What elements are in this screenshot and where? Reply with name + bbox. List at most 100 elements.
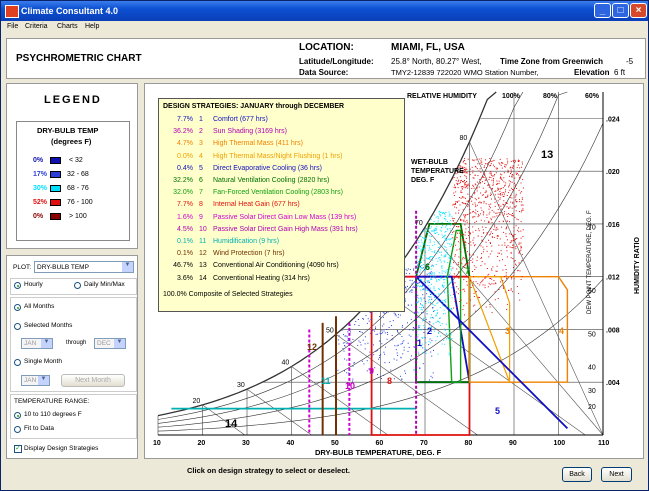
chevron-down-icon: ▼ xyxy=(41,339,52,348)
hourly-data-point xyxy=(509,167,511,169)
from-month-select[interactable]: JAN ▼ xyxy=(21,338,53,349)
strategy-row[interactable]: 32.0% 7 Fan-Forced Ventilation Cooling (28… xyxy=(159,189,399,200)
hourly-data-point xyxy=(512,174,514,176)
hourly-data-point xyxy=(516,201,518,202)
hourly-data-point xyxy=(477,296,479,298)
hourly-data-point xyxy=(518,160,520,162)
strategy-row[interactable]: 36.2% 2 Sun Shading (3169 hrs) xyxy=(159,128,399,139)
strategy-row[interactable]: 0.1% 12 Wind Protection (7 hrs) xyxy=(159,250,399,261)
next-button[interactable]: Next xyxy=(601,467,632,482)
hourly-data-point xyxy=(457,271,459,273)
hourly-data-point xyxy=(466,177,468,179)
hourly-data-point xyxy=(463,219,465,221)
hourly-data-point xyxy=(497,235,499,236)
hourly-data-point xyxy=(504,184,506,186)
strategy-pct: 0.1% xyxy=(177,250,193,258)
hourly-data-point xyxy=(511,214,513,216)
hourly-data-point xyxy=(440,300,442,302)
strategy-row[interactable]: 0.4% 5 Direct Evaporative Cooling (36 hrs) xyxy=(159,165,399,176)
hourly-data-point xyxy=(344,342,346,344)
hourly-data-point xyxy=(435,340,437,342)
close-icon[interactable]: × xyxy=(630,3,647,18)
hourly-data-point xyxy=(465,184,467,186)
hourly-data-point xyxy=(431,298,433,300)
hourly-data-point xyxy=(503,192,505,194)
hourly-data-point xyxy=(451,223,452,225)
hourly-data-point xyxy=(433,241,435,243)
hourly-data-point xyxy=(397,330,398,332)
strategy-row[interactable]: 0.1% 11 Humidification (9 hrs) xyxy=(159,238,399,249)
hourly-data-point xyxy=(475,159,477,161)
single-month-radio[interactable] xyxy=(14,359,21,366)
hourly-data-point xyxy=(421,336,423,338)
strategy-row[interactable]: 1.6% 9 Passive Solar Direct Gain Low Mass … xyxy=(159,214,399,225)
strategy-row[interactable]: 4.7% 3 High Thermal Mass (411 hrs) xyxy=(159,140,399,151)
hourly-data-point xyxy=(500,205,502,207)
hourly-data-point xyxy=(500,176,502,178)
daily-radio[interactable] xyxy=(74,282,81,289)
hourly-data-point xyxy=(430,326,432,328)
next-month-button[interactable]: Next Month xyxy=(61,374,125,387)
hourly-data-point xyxy=(472,226,474,228)
hourly-data-point xyxy=(451,287,453,289)
hourly-radio[interactable] xyxy=(14,282,21,289)
menu-file[interactable]: File xyxy=(7,23,19,30)
display-strategies-checkbox[interactable]: ✓ xyxy=(14,445,22,453)
fit-to-data-radio[interactable] xyxy=(14,426,21,433)
strategy-row[interactable]: 3.6% 14 Conventional Heating (314 hrs) xyxy=(159,275,399,286)
hourly-data-point xyxy=(514,239,516,241)
strategy-row[interactable]: 0.0% 4 High Thermal Mass/Night Flushing (1… xyxy=(159,153,399,164)
hourly-data-point xyxy=(484,284,486,286)
strategy-row[interactable]: 4.5% 10 Passive Solar Direct Gain High Mas… xyxy=(159,226,399,237)
single-month-select[interactable]: JAN ▼ xyxy=(21,375,50,386)
hourly-data-point xyxy=(434,310,436,311)
hourly-data-point xyxy=(447,270,449,272)
to-month-select[interactable]: DEC ▼ xyxy=(94,338,126,349)
hourly-data-point xyxy=(444,212,445,214)
menu-charts[interactable]: Charts xyxy=(57,23,78,30)
range-10-110-radio[interactable] xyxy=(14,412,21,419)
hourly-data-point xyxy=(450,238,452,240)
menu-help[interactable]: Help xyxy=(85,23,100,30)
hourly-data-point xyxy=(480,202,482,203)
maximize-icon[interactable]: □ xyxy=(612,3,629,18)
hourly-data-point xyxy=(393,358,395,360)
strategy-number: 14 xyxy=(199,274,207,282)
hourly-data-point xyxy=(489,211,491,213)
hourly-data-point xyxy=(474,212,476,214)
minimize-icon[interactable]: _ xyxy=(594,3,611,18)
hourly-data-point xyxy=(419,271,421,273)
menu-criteria[interactable]: Criteria xyxy=(25,23,48,30)
all-months-radio[interactable] xyxy=(14,304,21,311)
hourly-data-point xyxy=(483,212,485,214)
hourly-data-point xyxy=(505,228,507,230)
hourly-data-point xyxy=(415,278,417,280)
hourly-data-point xyxy=(446,286,448,288)
hourly-data-point xyxy=(510,234,512,235)
hourly-data-point xyxy=(471,166,473,168)
back-button[interactable]: Back xyxy=(562,467,592,482)
hourly-data-point xyxy=(496,226,498,228)
hourly-data-point xyxy=(401,378,403,380)
strategy-row[interactable]: 7.7% 8 Internal Heat Gain (677 hrs) xyxy=(159,201,399,212)
strategy-row[interactable]: 46.7% 13 Conventional Air Conditioning (40… xyxy=(159,262,399,273)
strategy-row[interactable]: 32.2% 6 Natural Ventilation Cooling (2820 … xyxy=(159,177,399,188)
hourly-data-point xyxy=(416,283,418,285)
hourly-data-point xyxy=(432,303,434,305)
hourly-data-point xyxy=(422,284,424,286)
selected-months-radio[interactable] xyxy=(14,323,21,330)
hourly-data-point xyxy=(506,213,508,215)
strategy-row[interactable]: 7.7% 1 Comfort (677 hrs) xyxy=(159,116,399,127)
hourly-data-point xyxy=(414,346,416,348)
plot-select[interactable]: DRY-BULB TEMP ▼ xyxy=(34,261,134,273)
hourly-data-point xyxy=(483,167,485,168)
strategy-name: Passive Solar Direct Gain Low Mass (139 … xyxy=(213,213,357,221)
hourly-data-point xyxy=(417,264,419,266)
hourly-data-point xyxy=(429,241,431,243)
hourly-data-point xyxy=(430,236,432,237)
strategies-title: DESIGN STRATEGIES: JANUARY through DECEM… xyxy=(163,103,345,110)
hourly-data-point xyxy=(467,184,469,186)
hourly-data-point xyxy=(439,257,441,258)
hourly-data-point xyxy=(443,309,445,311)
